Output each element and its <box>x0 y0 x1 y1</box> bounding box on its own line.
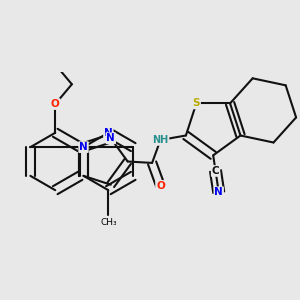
Text: O: O <box>156 181 165 191</box>
Text: N: N <box>106 133 115 143</box>
Text: CH₃: CH₃ <box>100 218 117 227</box>
Text: N: N <box>79 142 88 152</box>
Text: N: N <box>104 128 113 138</box>
Text: NH: NH <box>152 135 169 145</box>
Text: C: C <box>212 166 219 176</box>
Text: O: O <box>51 99 60 109</box>
Text: N: N <box>214 187 223 197</box>
Text: S: S <box>193 98 200 108</box>
